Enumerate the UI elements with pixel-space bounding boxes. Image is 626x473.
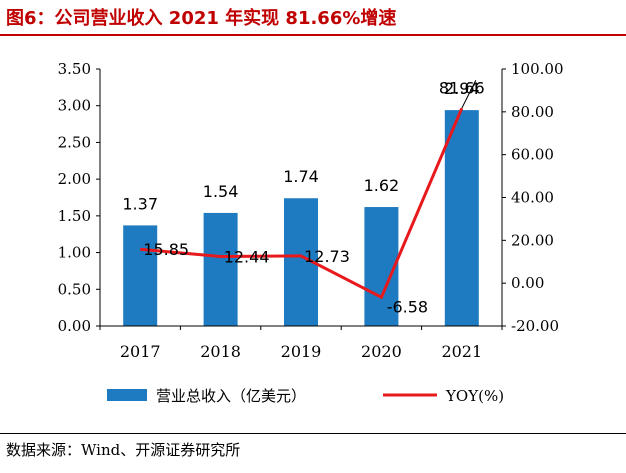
line-data-label: 12.44 bbox=[224, 248, 270, 267]
right-tick-label: 100.00 bbox=[511, 60, 564, 78]
right-tick-label: 20.00 bbox=[511, 231, 554, 249]
left-tick-label: 3.50 bbox=[58, 60, 91, 78]
bar-data-label: 1.37 bbox=[122, 194, 158, 213]
right-tick-label: 80.00 bbox=[511, 103, 554, 121]
x-tick-label: 2021 bbox=[441, 342, 482, 361]
title-rule bbox=[0, 34, 626, 36]
left-tick-label: 0.50 bbox=[58, 280, 91, 298]
legend-label-bar: 营业总收入（亿美元） bbox=[156, 387, 306, 405]
yoy-line bbox=[140, 107, 464, 300]
right-tick-label: 40.00 bbox=[511, 189, 554, 207]
bar-2018 bbox=[203, 212, 238, 326]
bar-data-label: 1.74 bbox=[283, 167, 319, 186]
line-data-label: 12.73 bbox=[304, 247, 350, 266]
left-tick-label: 2.00 bbox=[58, 170, 91, 188]
legend-swatch-bar bbox=[107, 389, 147, 401]
x-tick-label: 2019 bbox=[281, 342, 322, 361]
line-data-label: 81.66 bbox=[439, 78, 485, 97]
bar-data-label: 1.62 bbox=[364, 176, 400, 195]
x-tick-label: 2020 bbox=[361, 342, 402, 361]
x-tick-label: 2017 bbox=[120, 342, 161, 361]
figure-title: 图6：公司营业收入 2021 年实现 81.66%增速 bbox=[6, 8, 397, 29]
leader-line bbox=[461, 80, 477, 109]
left-tick-label: 3.00 bbox=[58, 97, 91, 115]
bar-2020 bbox=[364, 207, 399, 326]
source-rule bbox=[0, 433, 626, 434]
left-tick-label: 2.50 bbox=[58, 133, 91, 151]
line-data-label: 15.85 bbox=[143, 240, 189, 259]
bar-2017 bbox=[123, 225, 158, 326]
line-data-label: -6.58 bbox=[387, 297, 428, 316]
right-tick-label: -20.00 bbox=[511, 317, 559, 335]
right-tick-label: 0.00 bbox=[511, 274, 544, 292]
x-tick-label: 2018 bbox=[200, 342, 241, 361]
right-tick-label: 60.00 bbox=[511, 146, 554, 164]
source-note: 数据来源：Wind、开源证券研究所 bbox=[6, 441, 241, 459]
left-tick-label: 1.50 bbox=[58, 207, 91, 225]
legend-label-line: YOY(%) bbox=[445, 387, 504, 405]
left-tick-label: 0.00 bbox=[58, 317, 91, 335]
bar-data-label: 1.54 bbox=[203, 182, 239, 201]
bar-2021 bbox=[444, 110, 479, 327]
bar-data-label: 2.94 bbox=[444, 79, 480, 98]
left-tick-label: 1.00 bbox=[58, 244, 91, 262]
